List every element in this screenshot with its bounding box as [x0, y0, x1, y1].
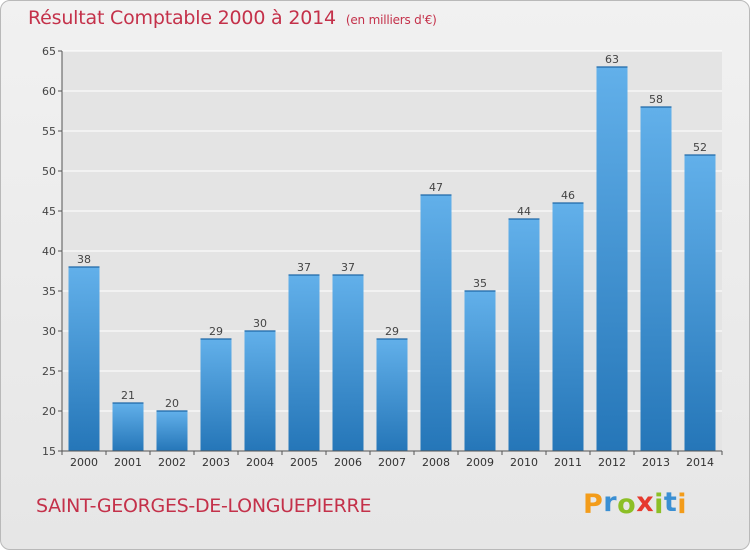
bar-2005 [288, 275, 320, 451]
data-label-2004: 30 [253, 317, 267, 330]
x-tick-label-2008: 2008 [422, 456, 450, 469]
data-label-2000: 38 [77, 253, 91, 266]
x-tick-label-2013: 2013 [642, 456, 670, 469]
logo-letter: i [677, 489, 688, 520]
bar-2008 [420, 195, 452, 451]
place-name: SAINT-GEORGES-DE-LONGUEPIERRE [36, 495, 372, 517]
data-label-2014: 52 [693, 141, 707, 154]
data-label-2008: 47 [429, 181, 443, 194]
data-label-2013: 58 [649, 93, 663, 106]
logo-letter: t [663, 487, 678, 518]
y-tick-label-45: 45 [42, 205, 56, 218]
data-label-2007: 29 [385, 325, 399, 338]
y-tick-label-40: 40 [42, 245, 56, 258]
bar-2004 [244, 331, 276, 451]
y-tick-label-35: 35 [42, 285, 56, 298]
y-tick-label-60: 60 [42, 85, 56, 98]
y-tick-label-25: 25 [42, 365, 56, 378]
chart-subtitle: (en milliers d'€) [345, 13, 437, 27]
data-label-2002: 20 [165, 397, 179, 410]
x-tick-label-2011: 2011 [554, 456, 582, 469]
data-label-2010: 44 [517, 205, 531, 218]
title-text: Résultat Comptable 2000 à 2014 [28, 7, 336, 29]
logo-letter: x [636, 487, 655, 518]
data-label-2009: 35 [473, 277, 487, 290]
y-tick-label-15: 15 [42, 445, 56, 458]
y-tick-label-55: 55 [42, 125, 56, 138]
bar-2013 [640, 107, 672, 451]
x-tick-label-2012: 2012 [598, 456, 626, 469]
x-tick-label-2007: 2007 [378, 456, 406, 469]
data-label-2003: 29 [209, 325, 223, 338]
x-tick-label-2009: 2009 [466, 456, 494, 469]
bar-2010 [508, 219, 540, 451]
y-tick-label-30: 30 [42, 325, 56, 338]
logo-letter: o [617, 489, 637, 520]
x-tick-label-2010: 2010 [510, 456, 538, 469]
data-label-2001: 21 [121, 389, 135, 402]
x-tick-label-2002: 2002 [158, 456, 186, 469]
data-label-2006: 37 [341, 261, 355, 274]
data-label-2005: 37 [297, 261, 311, 274]
bar-2001 [112, 403, 144, 451]
bar-2014 [684, 155, 716, 451]
bar-2000 [68, 267, 100, 451]
data-label-2011: 46 [561, 189, 575, 202]
bar-2007 [376, 339, 408, 451]
proxiti-logo: Proxiti [583, 487, 688, 520]
bar-2006 [332, 275, 364, 451]
y-tick-label-65: 65 [42, 45, 56, 58]
y-tick-label-50: 50 [42, 165, 56, 178]
bar-2011 [552, 203, 584, 451]
bar-2003 [200, 339, 232, 451]
x-tick-label-2006: 2006 [334, 456, 362, 469]
x-tick-label-2003: 2003 [202, 456, 230, 469]
x-tick-label-2004: 2004 [246, 456, 274, 469]
bar-2009 [464, 291, 496, 451]
bar-2002 [156, 411, 188, 451]
y-tick-label-20: 20 [42, 405, 56, 418]
x-tick-label-2005: 2005 [290, 456, 318, 469]
x-tick-label-2014: 2014 [686, 456, 714, 469]
logo-letter: i [654, 489, 664, 520]
logo-letter: r [603, 487, 618, 518]
logo-letter: P [583, 489, 604, 520]
chart-title: Résultat Comptable 2000 à 2014 (en millie… [28, 7, 437, 29]
bar-2012 [596, 67, 628, 451]
data-label-2012: 63 [605, 53, 619, 66]
x-tick-label-2001: 2001 [114, 456, 142, 469]
x-tick-label-2000: 2000 [70, 456, 98, 469]
